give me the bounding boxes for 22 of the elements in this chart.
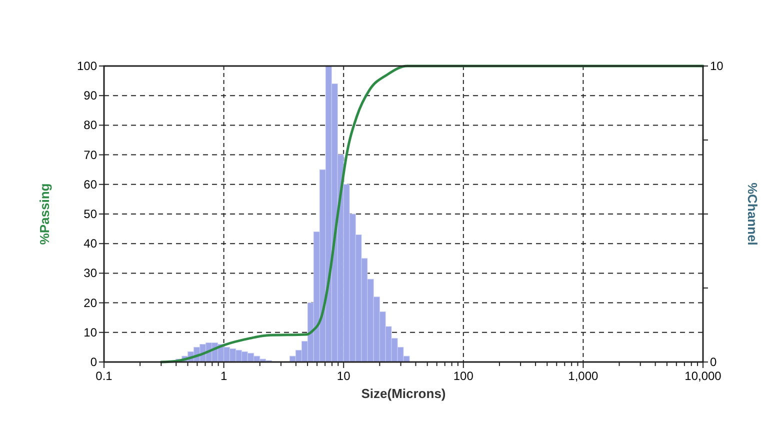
x-tick-label: 100 bbox=[453, 369, 474, 383]
y-tick-label: 90 bbox=[84, 88, 98, 103]
y-tick-label: 40 bbox=[84, 236, 98, 251]
y-axis-title: %Passing bbox=[37, 183, 52, 245]
y-tick-label: 20 bbox=[84, 296, 98, 310]
x-tick-label: 10,000 bbox=[684, 369, 722, 383]
y-tick-label: 50 bbox=[84, 207, 98, 221]
y-tick-label: 10 bbox=[84, 325, 98, 340]
y2-axis-title: %Channel bbox=[745, 182, 760, 246]
x-tick-label: 0.1 bbox=[96, 369, 113, 383]
x-tick-label: 1,000 bbox=[568, 369, 599, 383]
y-tick-label: 0 bbox=[90, 355, 98, 369]
y-tick-label: 100 bbox=[76, 59, 98, 73]
x-axis-title: Size(Microns) bbox=[361, 386, 446, 401]
y-tick-label: 70 bbox=[84, 148, 98, 162]
y-tick-label: 30 bbox=[84, 266, 98, 280]
y2-tick-label: 10 bbox=[710, 59, 724, 73]
y2-tick-label: 0 bbox=[710, 355, 717, 369]
y-tick-label: 60 bbox=[84, 177, 98, 192]
x-tick-label: 10 bbox=[336, 369, 351, 383]
x-tick-label: 1 bbox=[220, 369, 228, 383]
y-tick-label: 80 bbox=[84, 118, 98, 132]
